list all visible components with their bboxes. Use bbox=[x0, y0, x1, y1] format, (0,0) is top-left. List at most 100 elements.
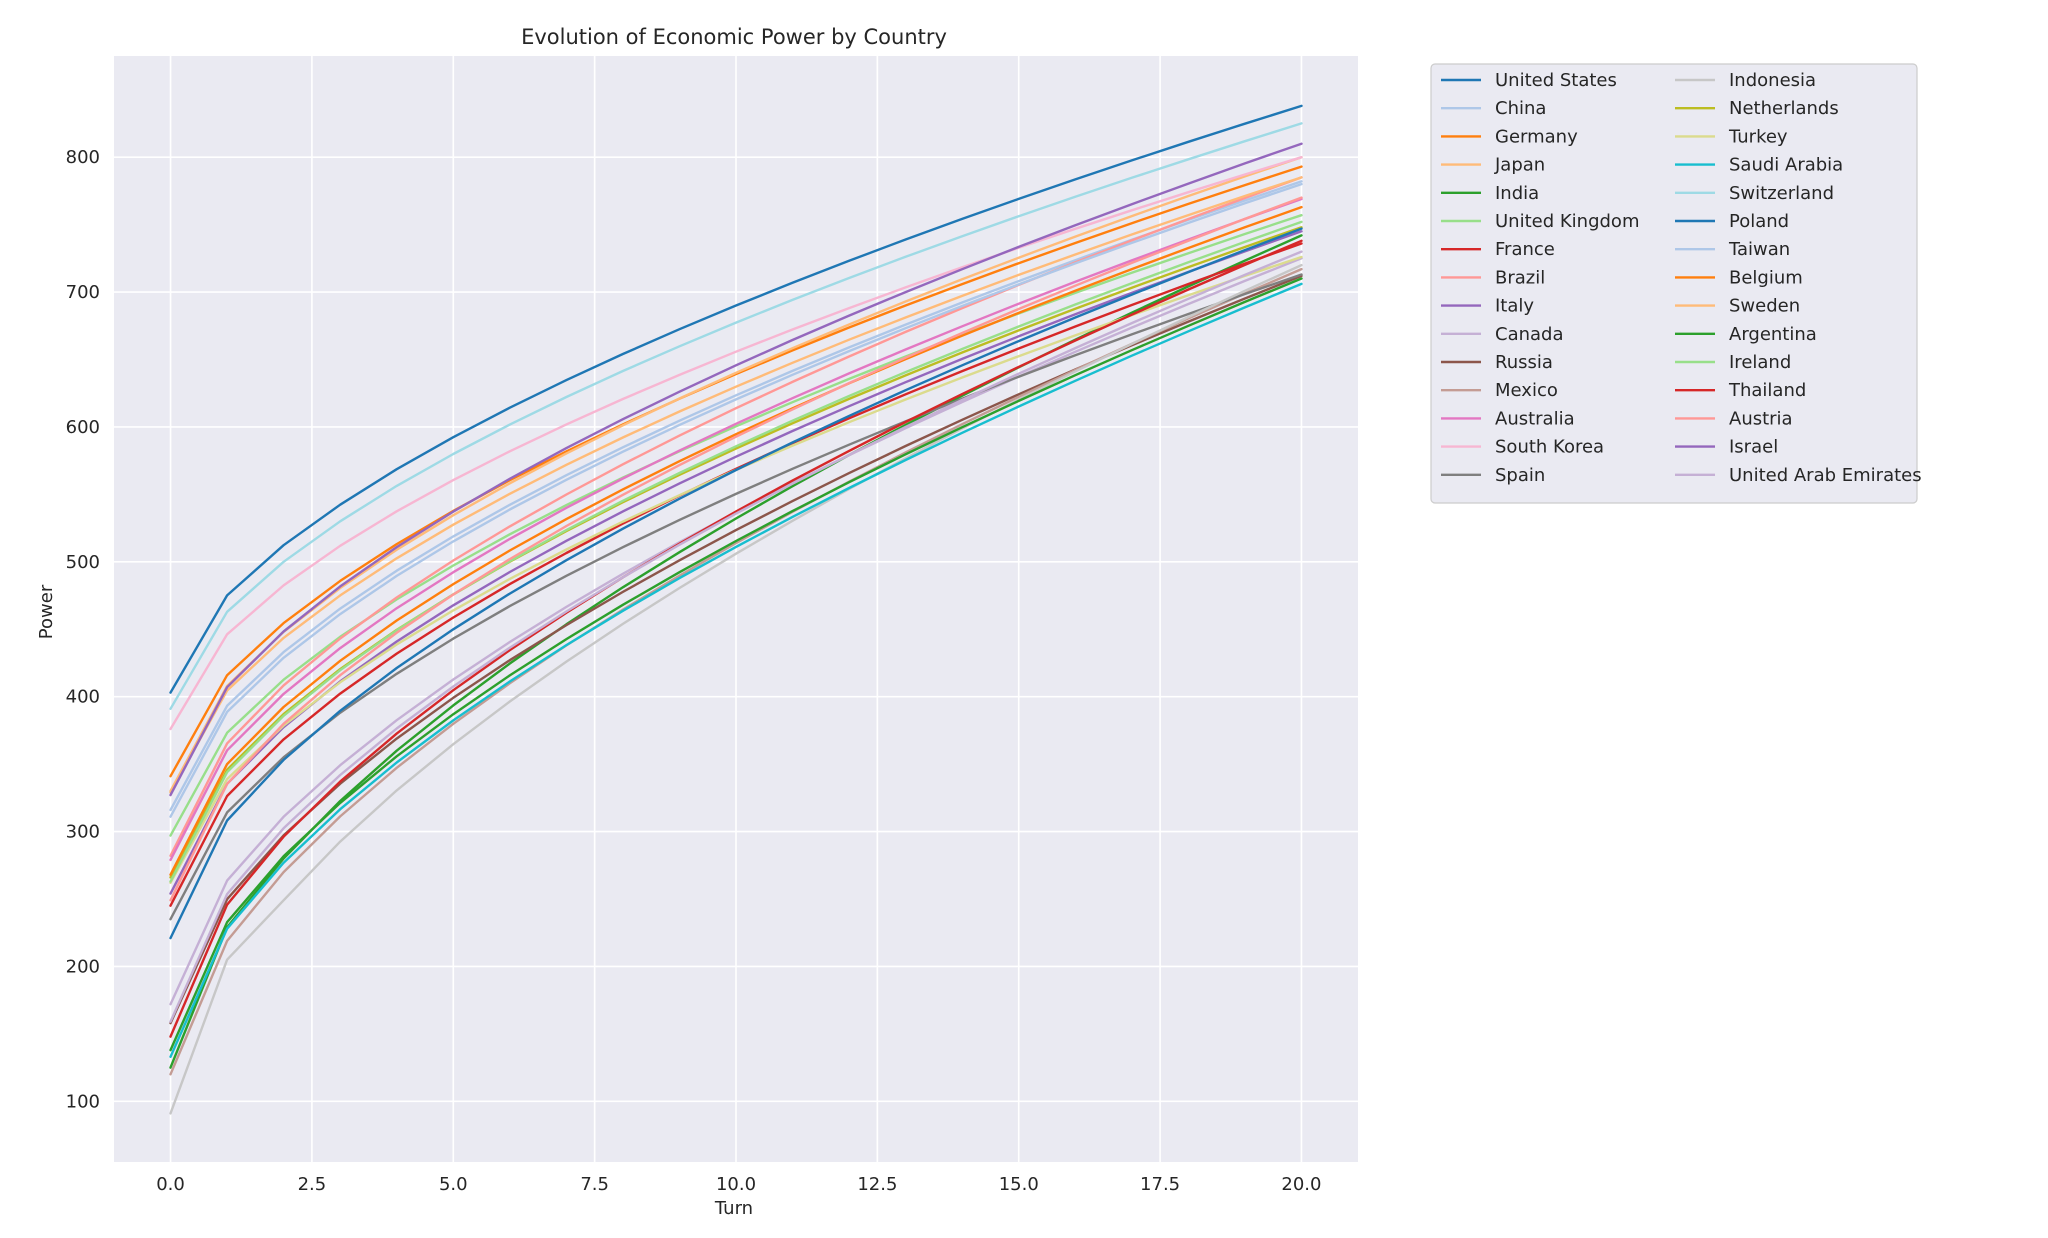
x-tick-label: 7.5 bbox=[580, 1174, 609, 1195]
legend-item: Austria bbox=[1675, 408, 1793, 429]
x-tick-label: 0.0 bbox=[156, 1174, 185, 1195]
series-line-austria bbox=[169, 196, 1303, 902]
series-line-argentina bbox=[169, 277, 1303, 1052]
legend-item: Brazil bbox=[1441, 267, 1545, 288]
y-tick-label: 500 bbox=[66, 552, 100, 573]
x-tick-label: 2.5 bbox=[298, 1174, 327, 1195]
series-line-poland bbox=[169, 227, 1303, 940]
legend-item: China bbox=[1441, 98, 1546, 119]
series-line-united-states bbox=[169, 104, 1303, 694]
x-tick-label: 5.0 bbox=[439, 1174, 468, 1195]
legend-label: Germany bbox=[1495, 126, 1578, 147]
legend-label: Netherlands bbox=[1729, 98, 1839, 119]
legend-label: Russia bbox=[1495, 352, 1553, 373]
legend-label: Austria bbox=[1729, 408, 1793, 429]
legend-label: Canada bbox=[1495, 324, 1564, 345]
series-line-saudi-arabia bbox=[169, 282, 1303, 1059]
x-tick-label: 12.5 bbox=[857, 1174, 897, 1195]
x-axis-label: Turn bbox=[714, 1198, 753, 1219]
legend: United States China Germany Japan India Unite… bbox=[1430, 63, 1922, 504]
legend-item: Poland bbox=[1675, 211, 1789, 232]
series-line-italy bbox=[169, 230, 1303, 895]
series-line-ireland bbox=[169, 220, 1303, 883]
legend-label: India bbox=[1495, 183, 1539, 204]
legend-item: Thailand bbox=[1675, 380, 1806, 401]
series-line-south-korea bbox=[169, 155, 1303, 731]
legend-label: Thailand bbox=[1728, 380, 1806, 401]
x-tick-label: 15.0 bbox=[999, 1174, 1039, 1195]
series-line-spain bbox=[169, 273, 1303, 921]
legend-item: Russia bbox=[1441, 352, 1553, 373]
legend-label: Italy bbox=[1495, 296, 1534, 317]
y-tick-label: 300 bbox=[66, 822, 100, 843]
legend-item: Turkey bbox=[1675, 126, 1788, 147]
legend-label: Saudi Arabia bbox=[1729, 155, 1843, 176]
legend-item: Saudi Arabia bbox=[1675, 155, 1843, 176]
legend-label: Australia bbox=[1495, 408, 1575, 429]
legend-item: Argentina bbox=[1675, 324, 1817, 345]
legend-label: Japan bbox=[1494, 155, 1545, 176]
x-tick-label: 17.5 bbox=[1140, 1174, 1180, 1195]
legend-item: South Korea bbox=[1441, 437, 1604, 458]
legend-label: Sweden bbox=[1729, 296, 1800, 317]
series-line-brazil bbox=[169, 176, 1303, 857]
chart-title: Evolution of Economic Power by Country bbox=[521, 25, 947, 49]
legend-label: Brazil bbox=[1495, 267, 1545, 288]
series-line-belgium bbox=[169, 205, 1303, 876]
legend-item: France bbox=[1441, 239, 1555, 260]
legend-label: France bbox=[1495, 239, 1555, 260]
series-line-japan bbox=[169, 155, 1303, 793]
legend-label: Israel bbox=[1729, 437, 1778, 458]
y-axis-label: Power bbox=[36, 584, 57, 639]
legend-label: Mexico bbox=[1495, 380, 1558, 401]
legend-item: Mexico bbox=[1441, 380, 1558, 401]
legend-item: India bbox=[1441, 183, 1539, 204]
legend-item: Belgium bbox=[1675, 267, 1803, 288]
legend-item: Israel bbox=[1675, 437, 1778, 458]
legend-item: Switzerland bbox=[1675, 183, 1834, 204]
legend-item: United States bbox=[1441, 70, 1617, 91]
legend-label: Switzerland bbox=[1729, 183, 1834, 204]
y-tick-label: 700 bbox=[66, 282, 100, 303]
legend-label: China bbox=[1495, 98, 1546, 119]
series-line-sweden bbox=[169, 176, 1303, 794]
legend-item: Germany bbox=[1441, 126, 1578, 147]
legend-label: United Arab Emirates bbox=[1729, 465, 1922, 486]
legend-item: Spain bbox=[1441, 465, 1545, 486]
legend-item: Ireland bbox=[1675, 352, 1791, 373]
legend-item: United Kingdom bbox=[1441, 211, 1639, 232]
x-tick-label: 20.0 bbox=[1281, 1174, 1321, 1195]
series-line-indonesia bbox=[169, 263, 1303, 1115]
legend-label: Taiwan bbox=[1728, 239, 1790, 260]
series-line-united-arab-emirates bbox=[169, 250, 1303, 1023]
legend-frame bbox=[1430, 63, 1918, 504]
series-line-israel bbox=[169, 142, 1303, 797]
series-line-australia bbox=[169, 197, 1303, 862]
y-tick-label: 200 bbox=[66, 956, 100, 977]
x-tick-label: 10.0 bbox=[716, 1174, 756, 1195]
legend-label: Turkey bbox=[1728, 126, 1788, 147]
y-tick-label: 600 bbox=[66, 417, 100, 438]
legend-item: Canada bbox=[1441, 324, 1564, 345]
legend-item: Japan bbox=[1441, 155, 1545, 176]
series-line-switzerland bbox=[169, 122, 1303, 710]
legend-label: Argentina bbox=[1729, 324, 1817, 345]
plot-area bbox=[114, 56, 1358, 1162]
legend-label: Belgium bbox=[1729, 267, 1803, 288]
legend-label: Ireland bbox=[1729, 352, 1791, 373]
legend-label: South Korea bbox=[1495, 437, 1604, 458]
legend-item: United Arab Emirates bbox=[1675, 465, 1922, 486]
legend-item: Australia bbox=[1441, 408, 1575, 429]
legend-item: Sweden bbox=[1675, 296, 1800, 317]
legend-label: United States bbox=[1495, 70, 1617, 91]
y-tick-label: 400 bbox=[66, 687, 100, 708]
legend-item: Indonesia bbox=[1675, 70, 1816, 91]
legend-item: Taiwan bbox=[1675, 239, 1790, 260]
legend-item: Italy bbox=[1441, 296, 1534, 317]
legend-label: Indonesia bbox=[1729, 70, 1816, 91]
legend-label: United Kingdom bbox=[1495, 211, 1639, 232]
series-line-taiwan bbox=[169, 182, 1303, 818]
legend-label: Spain bbox=[1495, 465, 1545, 486]
